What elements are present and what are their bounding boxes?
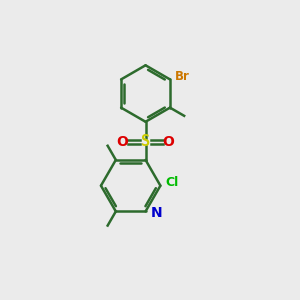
- Text: N: N: [150, 206, 162, 220]
- Text: Cl: Cl: [166, 176, 179, 189]
- Text: Br: Br: [175, 70, 190, 83]
- Text: O: O: [117, 135, 129, 149]
- Text: S: S: [141, 134, 150, 149]
- Text: O: O: [163, 135, 174, 149]
